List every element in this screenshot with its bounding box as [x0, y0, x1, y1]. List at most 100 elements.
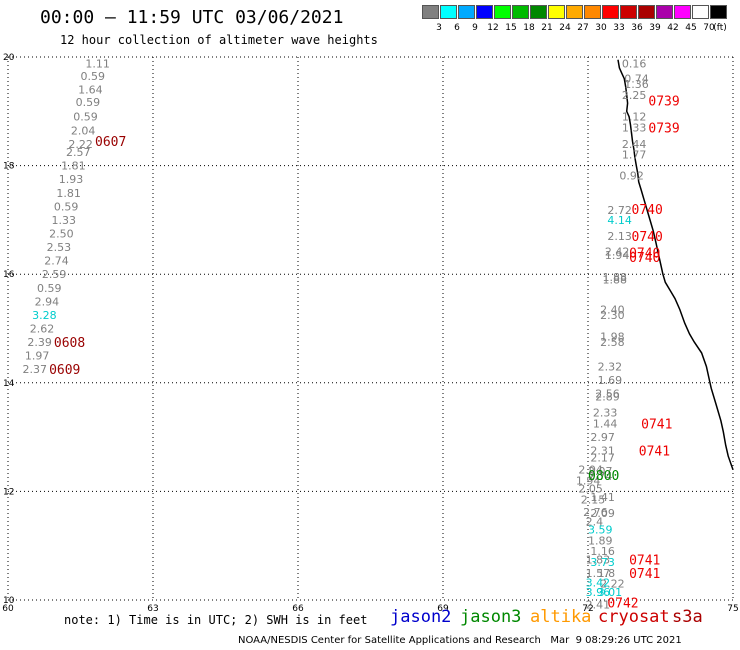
wave-height-value: 1.33 — [622, 122, 647, 135]
wave-height-value: 0.59 — [37, 282, 62, 295]
legend-swatch — [548, 5, 565, 19]
wave-height-value: 0.16 — [622, 58, 647, 71]
wave-height-value: 1.98 — [600, 331, 625, 344]
wave-height-value: 1.11 — [85, 58, 110, 71]
axis-labels: 60 63 66 69 72 75 10 12 14 16 18 20 — [2, 53, 738, 614]
pass-time-label: 0740 — [632, 203, 663, 218]
legend-label: 15 — [505, 23, 517, 33]
x-tick-label: 69 — [437, 604, 449, 614]
pass-time-label: 0741 — [639, 445, 670, 460]
wave-height-value: 0.59 — [76, 96, 101, 109]
legend-label: 39 — [649, 23, 661, 33]
x-tick-label: 60 — [2, 604, 14, 614]
wave-height-value: 2.07 — [588, 465, 613, 478]
pass-time-label: 0800 — [588, 469, 619, 484]
wave-height-value: 1.88 — [603, 274, 628, 287]
legend-label: 27 — [577, 23, 589, 33]
wave-height-value: 1.8 — [598, 567, 616, 580]
y-tick-label: 18 — [3, 162, 15, 172]
legend-swatch — [530, 5, 547, 19]
wave-height-value: 1.88 — [603, 271, 628, 284]
wave-height-value: 1.12 — [622, 111, 647, 124]
track-east: 0.16 0.741.362.25 1.121.33 2.441.77 0.92 2.72… — [576, 58, 680, 612]
wave-height-value: 1.64 — [78, 84, 103, 97]
y-tick-label: 16 — [3, 270, 15, 280]
wave-height-value: 2.72 — [607, 204, 632, 217]
pass-time-label: 0740 — [629, 246, 660, 261]
wave-height-value: 2.09 — [590, 507, 615, 520]
legend-label: 70 — [703, 23, 715, 33]
map-grid — [7, 56, 734, 601]
wave-height-value: 0.74 — [624, 73, 649, 86]
legend-swatch — [512, 5, 529, 19]
legend-swatch — [440, 5, 457, 19]
credit-line: NOAA/NESDIS Center for Satellite Applica… — [238, 635, 682, 646]
wave-height-value: 2.37 — [23, 363, 48, 376]
map-title: 00:00 – 11:59 UTC 03/06/2021 — [40, 7, 344, 28]
wave-height-value: 1.94 — [576, 475, 601, 488]
wave-height-value: 2.59 — [42, 268, 66, 281]
legend-label: 9 — [472, 23, 478, 33]
y-tick-label: 20 — [3, 53, 15, 63]
wave-height-value: 3.28 — [32, 309, 57, 322]
mission-label-s3a: s3a — [672, 607, 703, 627]
wave-height-value: 1.69 — [598, 374, 623, 387]
wave-height-value: 2.22 — [68, 138, 93, 151]
wave-height-value: 1.93 — [59, 173, 84, 186]
wave-height-value: 0.59 — [73, 111, 98, 124]
wave-height-value: 2.50 — [49, 227, 73, 240]
legend-label: 33 — [613, 23, 625, 33]
wave-height-value: 1.44 — [593, 418, 618, 431]
legend-label: 3 — [436, 23, 442, 33]
legend-swatch — [458, 5, 475, 19]
legend-label: 45 — [685, 23, 697, 33]
wave-height-value: 3.73 — [590, 556, 615, 569]
wave-height-value: 1.16 — [590, 545, 615, 558]
mission-label-cryosat: cryosat — [598, 607, 670, 627]
pass-time-label: 0742 — [607, 597, 638, 612]
wave-height-value: 2.4 — [586, 515, 604, 528]
wave-height-value: 3.01 — [598, 586, 623, 599]
wave-height-value: 1.57 — [586, 567, 611, 580]
pass-time-label: 0739 — [648, 94, 679, 109]
wave-height-value: 3.42 — [586, 577, 611, 590]
coastline — [617, 59, 734, 470]
legend-label: 12 — [487, 23, 499, 33]
legend-label: 18 — [523, 23, 535, 33]
wave-height-value: 2.22 — [600, 578, 625, 591]
legend-swatch — [566, 5, 583, 19]
x-tick-label: 75 — [727, 604, 738, 614]
wave-height-value: 2.25 — [622, 89, 647, 102]
legend-swatch — [638, 5, 655, 19]
wave-height-value: 2.05 — [578, 483, 603, 496]
wave-height-value: 2.04 — [71, 124, 96, 137]
wave-height-value: 2.30 — [600, 309, 625, 322]
wave-height-value: 2.56 — [595, 388, 620, 401]
wave-height-value: 2.04 — [578, 464, 603, 477]
mission-label-altika: altika — [530, 607, 592, 627]
pass-time-label: 0741 — [641, 418, 672, 433]
wave-height-value: 2.44 — [622, 138, 647, 151]
wave-height-value: 2.17 — [590, 452, 615, 465]
legend-label: 30 — [595, 23, 607, 33]
legend-label: 21 — [541, 23, 553, 33]
wave-height-value: 0.59 — [54, 200, 79, 213]
wave-height-value: 2.94 — [35, 295, 60, 308]
mission-label-jason2: jason2 — [390, 607, 452, 627]
wave-height-value: 1.94 — [605, 249, 630, 262]
pass-time-label: 0609 — [49, 363, 80, 378]
legend-label: 24 — [559, 23, 571, 33]
wave-height-value: 2.58 — [600, 336, 625, 349]
y-tick-label: 12 — [3, 487, 14, 497]
wave-height-value: 2.41 — [586, 598, 611, 611]
mission-label-jason3: jason3 — [460, 607, 522, 627]
legend-swatch — [422, 5, 439, 19]
coastline-path — [617, 59, 734, 470]
x-tick-label: 63 — [147, 604, 158, 614]
track-west: 1.110.591.640.590.592.042.222.571.811.93… — [23, 58, 127, 379]
wave-height-value: 2.32 — [598, 361, 623, 374]
wave-height-value: 2.42 — [605, 245, 630, 258]
y-tick-label: 10 — [3, 596, 15, 606]
wave-height-value: 4.14 — [607, 214, 632, 227]
wave-height-value: 2.40 — [600, 303, 625, 316]
